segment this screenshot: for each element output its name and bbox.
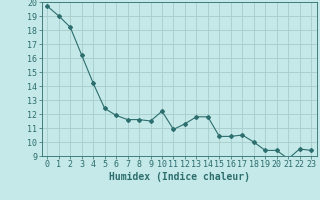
X-axis label: Humidex (Indice chaleur): Humidex (Indice chaleur) xyxy=(109,172,250,182)
